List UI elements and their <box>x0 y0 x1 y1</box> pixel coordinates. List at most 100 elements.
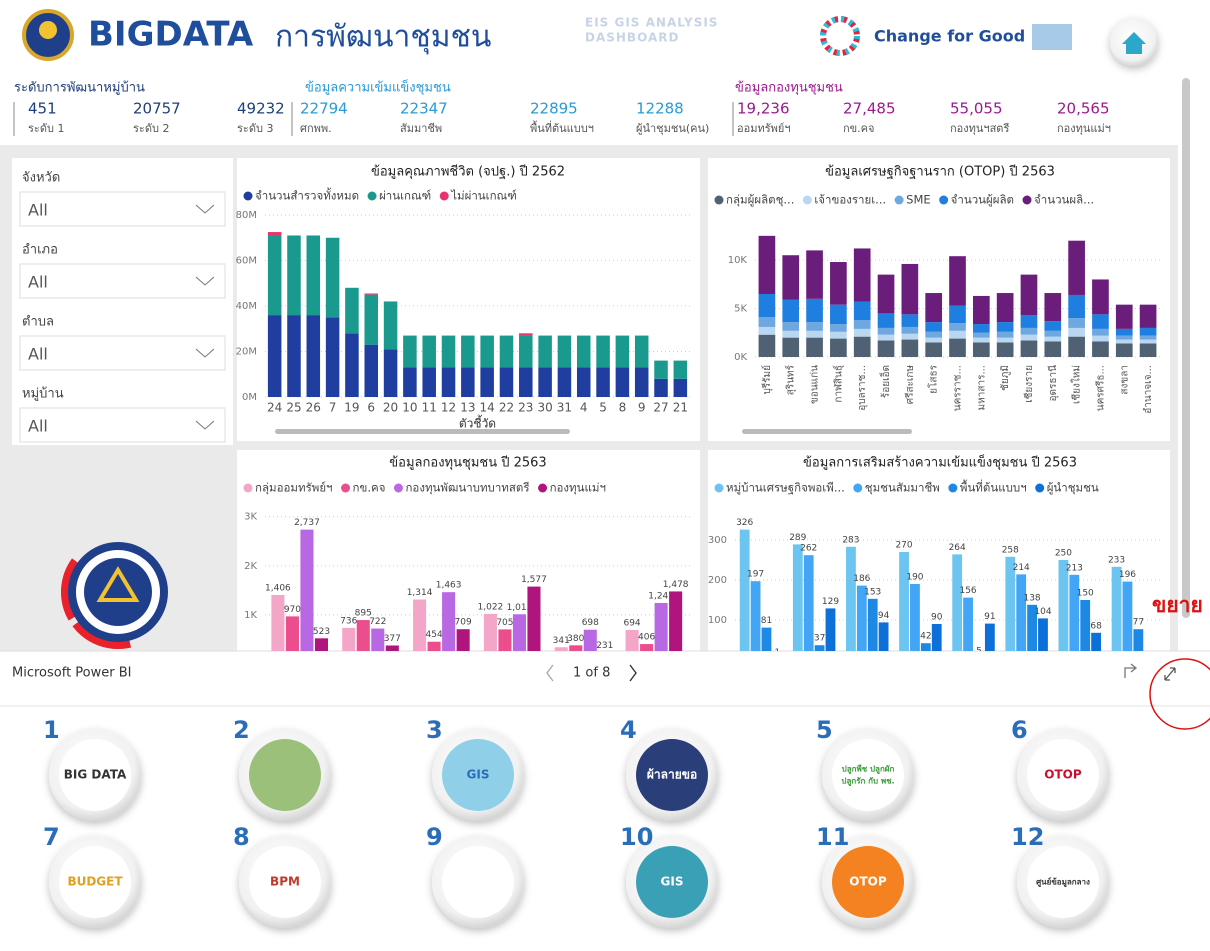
bar <box>271 594 285 651</box>
bar-segment <box>830 304 847 325</box>
kpi-label: กองทุนฯสตรี <box>950 122 1009 135</box>
bar-segment <box>1020 274 1038 316</box>
app-icon <box>1027 739 1099 811</box>
bar <box>931 624 942 651</box>
data-label: 283 <box>842 535 859 545</box>
x-tick-label: นครราช... <box>953 365 964 411</box>
data-label: 377 <box>384 634 401 644</box>
data-label: 197 <box>747 570 764 580</box>
bar-segment <box>853 248 871 302</box>
x-tick-label: 7 <box>329 401 337 415</box>
bar-segment <box>972 324 990 333</box>
bar-segment <box>901 339 919 357</box>
bar-segment <box>853 336 871 357</box>
x-tick-label: อำนาจเจ... <box>1143 365 1154 414</box>
bar-segment <box>949 256 966 306</box>
data-label: 698 <box>582 618 599 628</box>
x-tick-label: 14 <box>480 401 495 415</box>
filter-dropdown[interactable] <box>19 407 226 443</box>
data-label: 1 <box>774 648 780 658</box>
legend-swatch <box>714 483 724 493</box>
bar-segment <box>480 335 494 368</box>
y-tick-label: 2K <box>244 561 257 572</box>
bar-segment <box>996 322 1014 332</box>
bar-segment <box>949 323 966 331</box>
bar-segment <box>287 315 301 397</box>
bar <box>846 546 856 651</box>
bar-segment <box>383 349 398 397</box>
fullscreen-icon[interactable] <box>1164 667 1176 681</box>
bar-segment <box>325 317 340 397</box>
y-tick-label: 20M <box>236 347 257 358</box>
bar-segment <box>972 342 990 357</box>
legend-swatch <box>393 483 403 493</box>
filter-label: จังหวัด <box>22 171 60 186</box>
x-tick-label: บุรีรัมย์ <box>761 365 773 395</box>
page-indicator: 1 of 8 <box>573 666 610 681</box>
app-number: 10 <box>620 823 653 851</box>
bar-segment <box>925 331 943 338</box>
app-icon <box>636 846 708 918</box>
bar-segment <box>422 335 436 368</box>
kpi-group-title: ข้อมูลกองทุนชุมชน <box>735 81 843 96</box>
y-tick-label: 60M <box>236 256 257 267</box>
bar-segment <box>287 235 301 316</box>
bar-segment <box>1044 321 1062 331</box>
bar <box>984 623 995 651</box>
next-page[interactable] <box>629 664 637 682</box>
bar-segment <box>480 367 494 397</box>
y-tick-label: 80M <box>236 210 257 221</box>
app-label: BIG DATA <box>64 768 127 782</box>
data-label: 2,737 <box>294 518 320 528</box>
bar <box>1005 556 1016 651</box>
data-label: 37 <box>814 634 825 644</box>
app-icon <box>249 846 321 918</box>
bar-segment <box>383 301 398 350</box>
data-label: 709 <box>455 618 472 628</box>
bar-segment <box>615 367 630 397</box>
filter-dropdown[interactable] <box>19 335 226 371</box>
bar <box>825 608 836 651</box>
legend-swatch <box>1035 483 1045 493</box>
data-label: 90 <box>931 613 943 623</box>
x-tick-label: ร้อยเอ็ด <box>878 365 892 398</box>
bar-segment <box>806 330 823 338</box>
header-bg <box>0 0 1210 75</box>
footer-brand: Microsoft Power BI <box>12 666 131 681</box>
x-tick-label: เชียงใหม่ <box>1071 365 1083 404</box>
x-tick-label: มหาสาร... <box>976 365 987 410</box>
bar <box>456 629 470 651</box>
legend-label: SME <box>906 193 931 207</box>
kpi-label: ออมทรัพย์ฯ <box>737 122 791 135</box>
bar-segment <box>972 295 990 325</box>
bar-segment <box>345 333 359 397</box>
chart-scrollbar[interactable] <box>275 429 570 434</box>
filter-dropdown[interactable] <box>19 191 226 227</box>
chart-scrollbar[interactable] <box>742 429 912 434</box>
filter-dropdown[interactable] <box>19 263 226 299</box>
data-label: 326 <box>736 518 753 528</box>
data-label: 233 <box>1108 555 1125 565</box>
data-label: 104 <box>1034 607 1051 617</box>
slogan-graphic <box>1032 24 1072 50</box>
scrollbar[interactable] <box>1182 78 1190 618</box>
bar-segment <box>403 367 417 397</box>
x-tick-label: 23 <box>518 401 533 415</box>
x-tick-label: ชัยภูมิ <box>1000 365 1011 391</box>
share-icon[interactable] <box>1124 663 1138 678</box>
bar-segment <box>806 322 823 331</box>
bar-segment <box>996 331 1014 338</box>
bar-segment <box>949 338 966 357</box>
bar <box>654 602 668 651</box>
prev-page[interactable] <box>546 664 554 682</box>
bar-segment <box>596 367 610 397</box>
kpi-label: ระดับ 2 <box>133 122 169 135</box>
bar-segment <box>1068 336 1085 357</box>
bar-segment <box>634 367 649 397</box>
bar-segment <box>673 378 688 397</box>
bar-segment <box>996 342 1014 357</box>
bar-segment <box>654 378 668 397</box>
filter-value: All <box>28 345 48 364</box>
legend-label: จำนวนผู้ผลิต <box>951 193 1014 207</box>
bar-segment <box>596 335 610 368</box>
